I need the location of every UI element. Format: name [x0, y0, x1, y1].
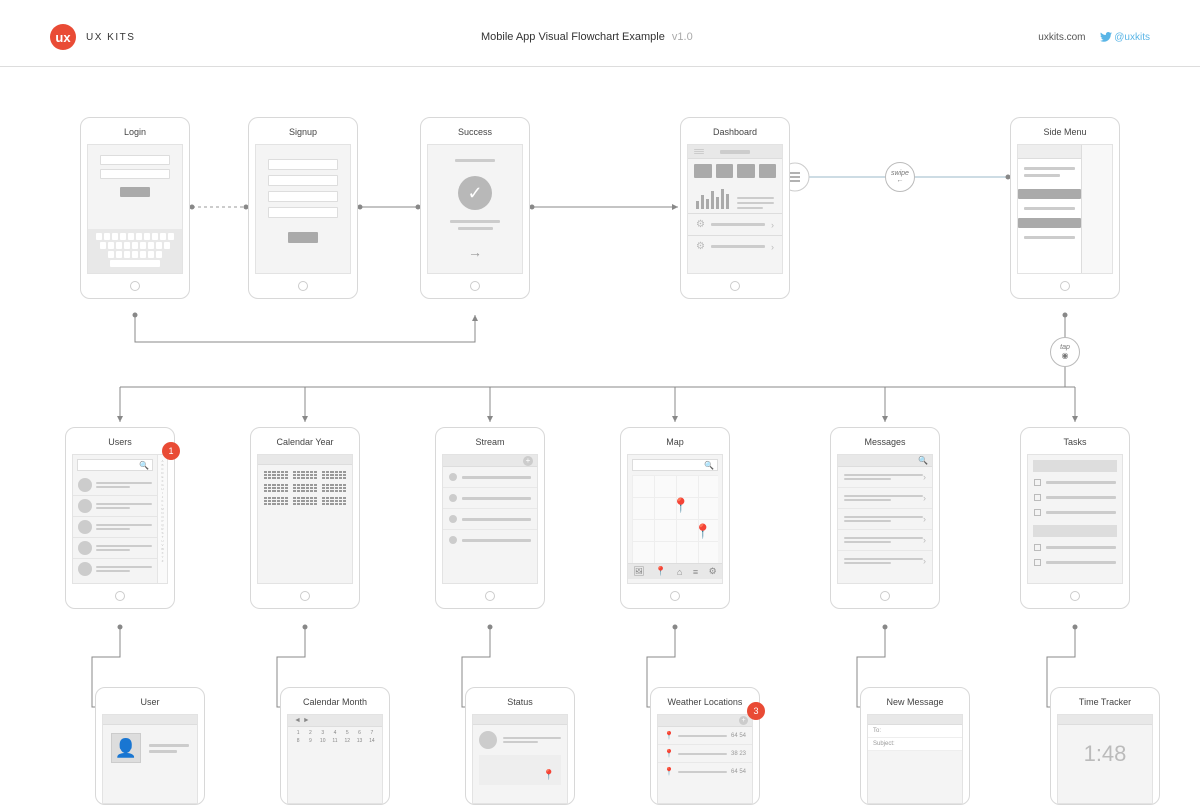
check-icon: ✓	[458, 176, 492, 210]
pin-icon: 📍	[694, 523, 711, 540]
search-icon: 🔍	[918, 456, 928, 465]
swipe-bubble: swipe ←	[885, 162, 915, 192]
weather-temp: 38 23	[731, 751, 746, 757]
logo-icon: ux	[50, 24, 76, 50]
phone-calendar-year: Calendar Year	[250, 427, 360, 609]
version-text: v1.0	[672, 31, 693, 43]
label-stream: Stream	[436, 428, 544, 454]
pin-icon: 📍	[664, 767, 674, 776]
header: ux UX KITS Mobile App Visual Flowchart E…	[0, 0, 1200, 67]
weather-temp: 64 54	[731, 733, 746, 739]
arrow-icon: →	[428, 244, 522, 260]
phone-weather: 3 Weather Locations + 📍64 54 📍38 23 📍64 …	[650, 687, 760, 805]
pin-icon: 📍	[672, 497, 689, 514]
brand-text: UX KITS	[86, 32, 135, 43]
plus-icon: +	[523, 456, 533, 466]
label-newmsg: New Message	[861, 688, 969, 714]
label-users: Users	[66, 428, 174, 454]
page-title: Mobile App Visual Flowchart Example v1.0	[135, 31, 1038, 43]
weather-temp: 64 54	[731, 769, 746, 775]
label-login: Login	[81, 118, 189, 144]
plus-icon: +	[739, 716, 748, 725]
label-calmonth: Calendar Month	[281, 688, 389, 714]
phone-login: Login	[80, 117, 190, 299]
tap-bubble: tap ◉	[1050, 337, 1080, 367]
label-dashboard: Dashboard	[681, 118, 789, 144]
site-link[interactable]: uxkits.com	[1038, 32, 1085, 43]
pin-icon: 📍	[655, 566, 666, 577]
badge-users: 1	[162, 442, 180, 460]
swipe-label: swipe	[891, 170, 909, 177]
phone-success: Success ✓ →	[420, 117, 530, 299]
alpha-index: ABCDEFGHIJKLMNOPQRSTUVWXYZ	[157, 455, 167, 583]
label-map: Map	[621, 428, 729, 454]
tap-label: tap	[1060, 344, 1070, 351]
list-icon: ≡	[693, 567, 698, 577]
phone-users: 1 Users 🔍 ABCDEFGHIJKLMNOPQRSTUVWXYZ	[65, 427, 175, 609]
phone-signup: Signup	[248, 117, 358, 299]
twitter-link[interactable]: @uxkits	[1100, 32, 1151, 43]
phone-calendar-month: Calendar Month ◄ ► 1234567 891011121314	[280, 687, 390, 805]
phone-map: Map 🔍 📍 📍 🖼 📍 ⌂ ≡ ⚙	[620, 427, 730, 609]
gear-icon: ⚙	[696, 241, 705, 252]
label-timer: Time Tracker	[1051, 688, 1159, 714]
phone-tasks: Tasks	[1020, 427, 1130, 609]
label-calyear: Calendar Year	[251, 428, 359, 454]
label-tasks: Tasks	[1021, 428, 1129, 454]
phone-newmessage: New Message To: Subject:	[860, 687, 970, 805]
phone-status: Status 📍	[465, 687, 575, 805]
twitter-handle: @uxkits	[1114, 32, 1150, 43]
pin-icon: 📍	[664, 749, 674, 758]
pin-icon: 📍	[543, 770, 555, 781]
gear-icon: ⚙	[696, 219, 705, 230]
label-signup: Signup	[249, 118, 357, 144]
phone-user: User 👤	[95, 687, 205, 805]
title-text: Mobile App Visual Flowchart Example	[481, 31, 665, 43]
label-messages: Messages	[831, 428, 939, 454]
label-sidemenu: Side Menu	[1011, 118, 1119, 144]
phone-stream: Stream +	[435, 427, 545, 609]
search-icon: 🔍	[139, 461, 149, 470]
gear-icon: ⚙	[709, 566, 717, 577]
phone-timetracker: Time Tracker 1:48	[1050, 687, 1160, 805]
phone-sidemenu: Side Menu	[1010, 117, 1120, 299]
label-weather: Weather Locations	[651, 688, 759, 714]
phone-messages: Messages 🔍 › › › › ›	[830, 427, 940, 609]
search-icon: 🔍	[704, 461, 714, 470]
month-nav: ◄ ►	[288, 715, 382, 727]
label-success: Success	[421, 118, 529, 144]
label-status: Status	[466, 688, 574, 714]
phone-dashboard: Dashboard ⚙› ⚙›	[680, 117, 790, 299]
to-field: To:	[868, 725, 962, 738]
label-user: User	[96, 688, 204, 714]
timer-display: 1:48	[1058, 725, 1152, 767]
header-links: uxkits.com @uxkits	[1038, 32, 1150, 43]
home-icon: ⌂	[677, 567, 682, 577]
pin-icon: 📍	[664, 731, 674, 740]
user-icon: 👤	[111, 733, 141, 763]
badge-weather: 3	[747, 702, 765, 720]
photo-icon: 🖼	[633, 566, 644, 577]
subject-field: Subject:	[868, 738, 962, 751]
flowchart-canvas: swipe ← tap ◉ Login Signup Success	[0, 67, 1200, 797]
